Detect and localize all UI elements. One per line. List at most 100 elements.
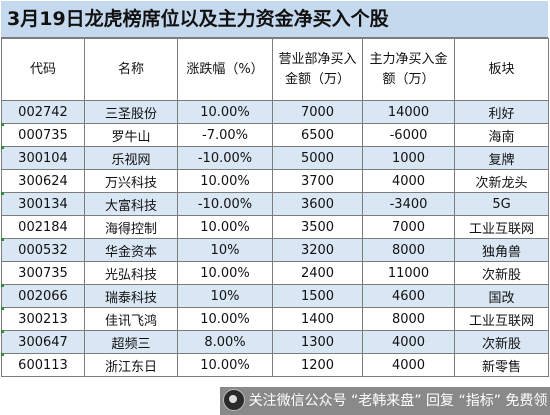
cell-name: 海得控制	[84, 215, 178, 239]
cell-dept-buy: 1200	[272, 353, 363, 377]
cell-main-buy: 4000	[362, 169, 455, 193]
table-row: 002742 三圣股份 10.00% 7000 14000 利好	[1, 100, 549, 124]
header-change: 涨跌幅（%）	[177, 38, 273, 101]
cell-main-buy: 11000	[362, 261, 455, 285]
cell-name: 光弘科技	[84, 261, 178, 285]
cell-name: 超频三	[84, 330, 178, 354]
header-code: 代码	[1, 38, 85, 101]
header-name: 名称	[84, 38, 178, 101]
cell-change: -10.00%	[177, 192, 273, 216]
cell-marker-icon	[1, 192, 4, 195]
sheet-title: 3月19日龙虎榜席位以及主力资金净买入个股	[1, 1, 548, 38]
cell-sector: 国改	[454, 284, 549, 308]
table-row: 000532 华金资本 10% 3200 8000 独角兽	[1, 238, 549, 262]
cell-main-buy: 4000	[362, 330, 455, 354]
cell-sector: 新零售	[454, 353, 549, 377]
cell-dept-buy: 3600	[272, 192, 363, 216]
cell-marker-icon	[1, 284, 4, 287]
cell-sector: 利好	[454, 100, 549, 124]
cell-main-buy: 4000	[362, 353, 455, 377]
cell-marker-icon	[1, 123, 4, 126]
cell-dept-buy: 3500	[272, 215, 363, 239]
cell-marker-icon	[1, 146, 4, 149]
cell-main-buy: 7000	[362, 215, 455, 239]
table-row: 300104 乐视网 -10.00% 5000 1000 复牌	[1, 146, 549, 170]
cell-sector: 工业互联网	[454, 307, 549, 331]
cell-sector: 5G	[454, 192, 549, 216]
table-body: 002742 三圣股份 10.00% 7000 14000 利好 000735 罗牛山 -7.0…	[1, 100, 549, 377]
cell-change: 10%	[177, 238, 273, 262]
cell-code: 300735	[1, 261, 85, 285]
cell-name: 大富科技	[84, 192, 178, 216]
cell-change: 10.00%	[177, 307, 273, 331]
cell-marker-icon	[1, 330, 4, 333]
cell-marker-icon	[1, 353, 4, 356]
cell-change: 10.00%	[177, 169, 273, 193]
cell-code: 002066	[1, 284, 85, 308]
cell-code: 300624	[1, 169, 85, 193]
table-row: 000735 罗牛山 -7.00% 6500 -6000 海南	[1, 123, 549, 147]
cell-change: -10.00%	[177, 146, 273, 170]
cell-main-buy: -6000	[362, 123, 455, 147]
cell-dept-buy: 3200	[272, 238, 363, 262]
cell-name: 浙江东日	[84, 353, 178, 377]
table-row: 300735 光弘科技 10.00% 2400 11000 次新股	[1, 261, 549, 285]
cell-sector: 次新股	[454, 261, 549, 285]
table-row: 300134 大富科技 -10.00% 3600 -3400 5G	[1, 192, 549, 216]
cell-code: 000735	[1, 123, 85, 147]
cell-marker-icon	[1, 307, 4, 310]
cell-change: 8.00%	[177, 330, 273, 354]
cell-change: 10%	[177, 284, 273, 308]
cell-name: 佳讯飞鸿	[84, 307, 178, 331]
cell-code: 002184	[1, 215, 85, 239]
header-main-buy: 主力净买入金额（万）	[362, 38, 455, 101]
cell-main-buy: -3400	[362, 192, 455, 216]
cell-main-buy: 8000	[362, 307, 455, 331]
header-dept-buy: 营业部净买入金额（万）	[272, 38, 363, 101]
cell-dept-buy: 6500	[272, 123, 363, 147]
cell-main-buy: 14000	[362, 100, 455, 124]
watermark-text: 关注微信公众号 “老韩来盘” 回复 “指标” 免费领	[248, 393, 548, 409]
cell-sector: 复牌	[454, 146, 549, 170]
cell-dept-buy: 1400	[272, 307, 363, 331]
table-row: 300213 佳讯飞鸿 10.00% 1400 8000 工业互联网	[1, 307, 549, 331]
table-row: 300624 万兴科技 10.00% 3700 4000 次新龙头	[1, 169, 549, 193]
cell-sector: 次新龙头	[454, 169, 549, 193]
cell-main-buy: 1000	[362, 146, 455, 170]
watermark-banner: 关注微信公众号 “老韩来盘” 回复 “指标” 免费领	[220, 387, 550, 415]
cell-dept-buy: 1300	[272, 330, 363, 354]
cell-name: 万兴科技	[84, 169, 178, 193]
cell-change: -7.00%	[177, 123, 273, 147]
cell-name: 瑞泰科技	[84, 284, 178, 308]
header-row: 代码 名称 涨跌幅（%） 营业部净买入金额（万） 主力净买入金额（万） 板块	[1, 38, 549, 101]
table-row: 300647 超频三 8.00% 1300 4000 次新股	[1, 330, 549, 354]
cell-code: 300134	[1, 192, 85, 216]
cell-code: 002742	[1, 100, 85, 124]
cell-dept-buy: 3700	[272, 169, 363, 193]
cell-change: 10.00%	[177, 353, 273, 377]
cell-name: 罗牛山	[84, 123, 178, 147]
cell-name: 三圣股份	[84, 100, 178, 124]
cell-change: 10.00%	[177, 100, 273, 124]
cell-dept-buy: 1500	[272, 284, 363, 308]
cell-change: 10.00%	[177, 261, 273, 285]
cell-change: 10.00%	[177, 215, 273, 239]
cell-sector: 独角兽	[454, 238, 549, 262]
cell-sector: 工业互联网	[454, 215, 549, 239]
table-row: 002184 海得控制 10.00% 3500 7000 工业互联网	[1, 215, 549, 239]
cell-code: 300213	[1, 307, 85, 331]
header-sector: 板块	[454, 38, 549, 101]
cell-dept-buy: 7000	[272, 100, 363, 124]
cell-code: 300647	[1, 330, 85, 354]
cell-sector: 海南	[454, 123, 549, 147]
table-row: 002066 瑞泰科技 10% 1500 4600 国改	[1, 284, 549, 308]
logo-icon	[222, 389, 245, 411]
cell-code: 000532	[1, 238, 85, 262]
cell-dept-buy: 5000	[272, 146, 363, 170]
cell-code: 600113	[1, 353, 85, 377]
cell-sector: 次新股	[454, 330, 549, 354]
cell-name: 华金资本	[84, 238, 178, 262]
cell-main-buy: 4600	[362, 284, 455, 308]
cell-code: 300104	[1, 146, 85, 170]
